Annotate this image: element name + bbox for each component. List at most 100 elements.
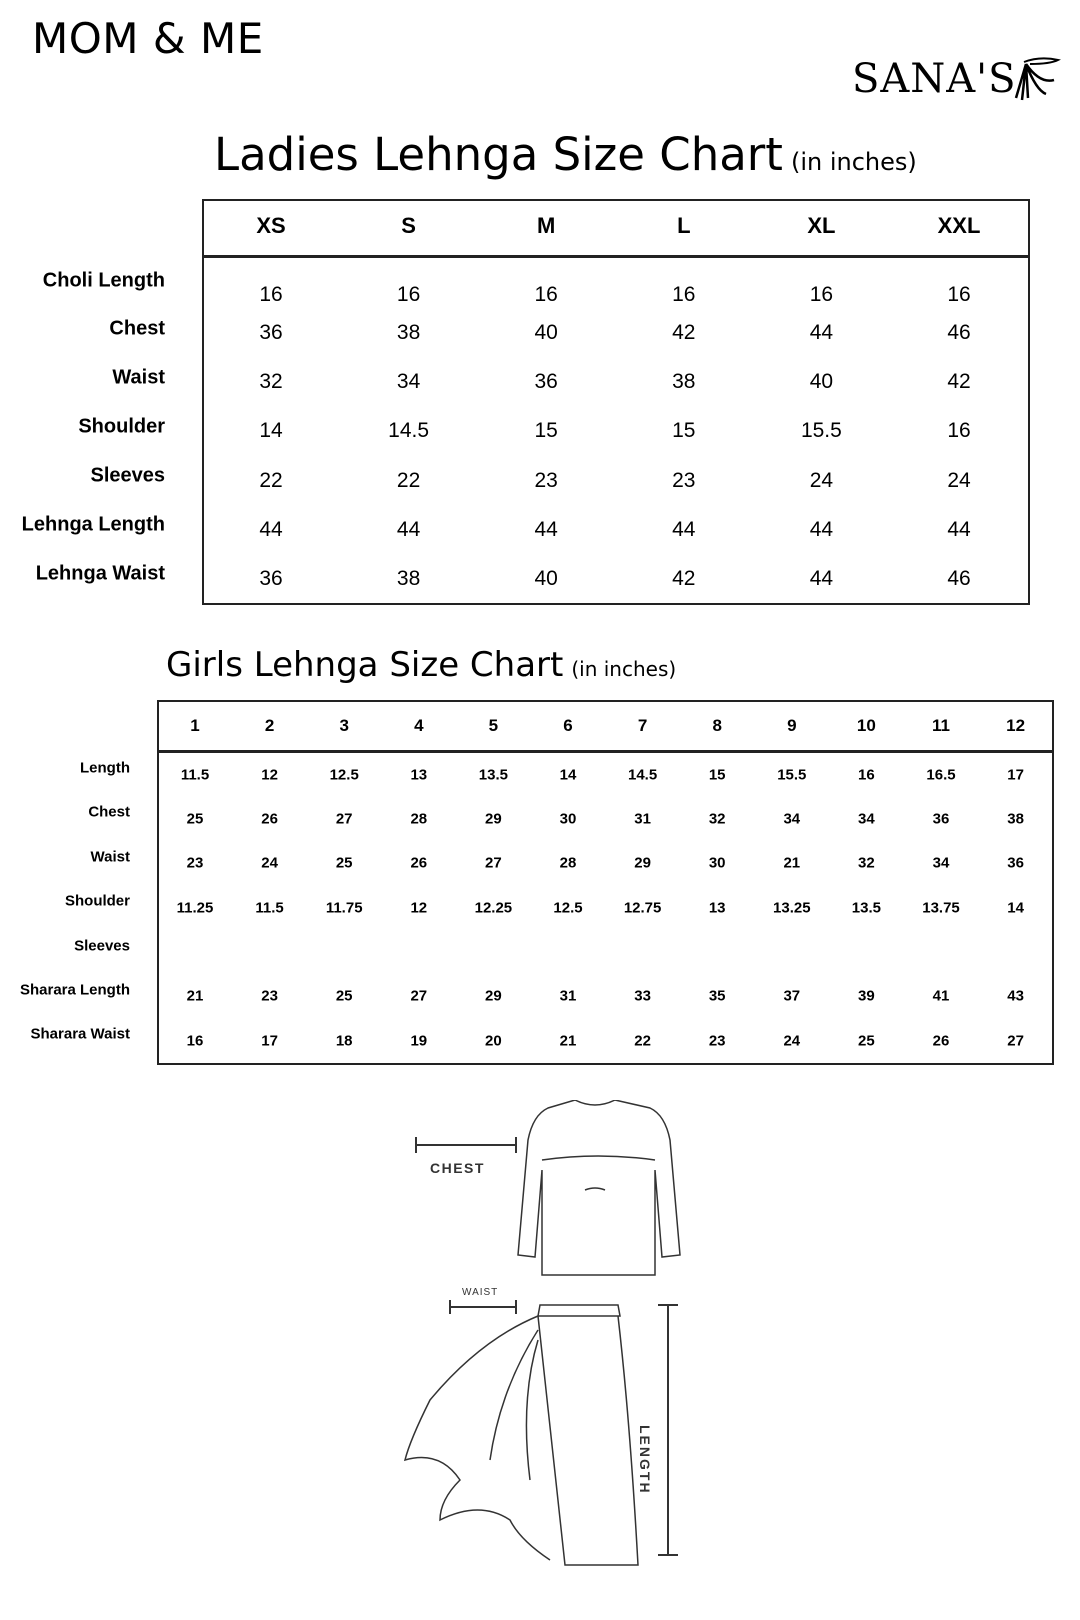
length-measure-icon bbox=[658, 1304, 678, 1556]
row-label: Sleeves bbox=[90, 464, 165, 487]
table-cell: 16 bbox=[858, 766, 875, 784]
girls-header-divider bbox=[157, 750, 1054, 753]
blouse-drawing bbox=[517, 1100, 681, 1276]
table-cell: 34 bbox=[396, 370, 421, 393]
table-cell: 38 bbox=[672, 370, 696, 393]
table-cell: 21 bbox=[783, 854, 801, 872]
size-header: 5 bbox=[488, 716, 499, 735]
size-header: 8 bbox=[712, 716, 722, 735]
row-label: Sharara Length bbox=[19, 981, 130, 999]
table-cell: 18 bbox=[335, 1032, 353, 1050]
table-cell: 40 bbox=[534, 321, 558, 344]
table-cell: 16 bbox=[809, 283, 834, 306]
row-label: Shoulder bbox=[78, 415, 165, 438]
logo-text: SANA'S bbox=[852, 56, 1017, 102]
table-cell: 15.5 bbox=[800, 419, 842, 442]
table-cell: 12.5 bbox=[329, 766, 359, 784]
table-cell: 39 bbox=[858, 987, 875, 1005]
row-label: Chest bbox=[109, 317, 165, 340]
table-cell: 22 bbox=[396, 469, 421, 492]
table-cell: 44 bbox=[534, 518, 558, 541]
table-cell: 38 bbox=[396, 321, 421, 344]
table-cell: 23 bbox=[186, 854, 204, 872]
table-cell: 14 bbox=[559, 766, 577, 784]
table-cell: 27 bbox=[485, 854, 502, 872]
size-header: 7 bbox=[637, 716, 648, 735]
table-cell: 16 bbox=[396, 283, 421, 306]
sanas-logo: SANA'S bbox=[852, 56, 1062, 108]
table-cell: 42 bbox=[672, 321, 696, 344]
table-cell: 26 bbox=[932, 1032, 950, 1050]
size-header: 3 bbox=[339, 716, 349, 735]
table-cell: 26 bbox=[261, 810, 278, 828]
table-cell: 13 bbox=[410, 766, 428, 784]
table-cell: 41 bbox=[932, 987, 950, 1005]
ladies-table-border bbox=[202, 199, 1030, 605]
garment-measurement-illustration: CHEST WAIST LENGTH bbox=[403, 1100, 681, 1566]
table-cell: 29 bbox=[634, 854, 651, 872]
table-cell: 44 bbox=[259, 518, 283, 541]
table-cell: 14 bbox=[1007, 899, 1024, 917]
table-cell: 44 bbox=[809, 321, 834, 344]
table-cell: 20 bbox=[485, 1032, 502, 1050]
table-cell: 27 bbox=[1007, 1032, 1024, 1050]
table-cell: 12 bbox=[261, 766, 278, 784]
table-cell: 15 bbox=[672, 419, 696, 442]
table-cell: 30 bbox=[559, 810, 577, 828]
table-cell: 21 bbox=[186, 987, 204, 1005]
table-cell: 11.5 bbox=[255, 899, 284, 917]
table-cell: 42 bbox=[672, 567, 696, 590]
table-cell: 17 bbox=[1007, 766, 1024, 784]
row-label: Lehnga Length bbox=[21, 513, 165, 536]
size-header: 11 bbox=[932, 716, 950, 735]
table-cell: 34 bbox=[858, 810, 875, 828]
size-header: S bbox=[401, 213, 416, 238]
table-cell: 40 bbox=[534, 567, 558, 590]
table-cell: 29 bbox=[485, 810, 502, 828]
table-cell: 44 bbox=[809, 518, 834, 541]
table-cell: 36 bbox=[259, 567, 283, 590]
sharara-drawing bbox=[403, 1304, 639, 1566]
size-header: 4 bbox=[414, 716, 424, 735]
table-cell: 26 bbox=[410, 854, 428, 872]
table-cell: 34 bbox=[932, 854, 950, 872]
size-header: 1 bbox=[190, 716, 200, 735]
row-label: Lehnga Waist bbox=[35, 562, 165, 585]
table-cell: 23 bbox=[534, 469, 558, 492]
table-cell: 12 bbox=[410, 899, 428, 917]
table-cell: 22 bbox=[634, 1032, 651, 1050]
table-cell: 40 bbox=[809, 370, 834, 393]
table-cell: 32 bbox=[708, 810, 726, 828]
length-label: LENGTH bbox=[637, 1425, 653, 1495]
table-cell: 33 bbox=[634, 987, 651, 1005]
size-header: 12 bbox=[1006, 716, 1026, 735]
ladies-header-divider bbox=[202, 255, 1030, 258]
table-cell: 24 bbox=[783, 1032, 801, 1050]
table-cell: 15.5 bbox=[777, 766, 807, 784]
table-cell: 32 bbox=[259, 370, 283, 393]
table-cell: 42 bbox=[947, 370, 971, 393]
chest-label: CHEST bbox=[430, 1160, 485, 1176]
brand-title: MOM & ME bbox=[32, 14, 264, 63]
row-label: Chest bbox=[88, 803, 130, 821]
table-cell: 16 bbox=[672, 283, 696, 306]
girls-unit: (in inches) bbox=[571, 657, 677, 681]
size-header: 2 bbox=[264, 716, 275, 735]
table-cell: 36 bbox=[1007, 854, 1024, 872]
table-cell: 25 bbox=[186, 810, 204, 828]
table-cell: 23 bbox=[708, 1032, 726, 1050]
table-cell: 13.5 bbox=[478, 766, 508, 784]
size-header: XL bbox=[807, 213, 836, 238]
table-cell: 46 bbox=[947, 321, 971, 344]
table-cell: 16 bbox=[186, 1032, 204, 1050]
size-header: XXL bbox=[937, 213, 981, 238]
row-label: Sharara Waist bbox=[30, 1025, 131, 1043]
ladies-unit: (in inches) bbox=[790, 148, 917, 176]
table-cell: 23 bbox=[672, 469, 696, 492]
table-cell: 46 bbox=[947, 567, 971, 590]
ladies-title-text: Ladies Lehnga Size Chart bbox=[214, 128, 783, 181]
table-cell: 44 bbox=[672, 518, 696, 541]
table-cell: 16 bbox=[947, 419, 971, 442]
table-cell: 24 bbox=[809, 469, 834, 492]
table-cell: 27 bbox=[410, 987, 428, 1005]
